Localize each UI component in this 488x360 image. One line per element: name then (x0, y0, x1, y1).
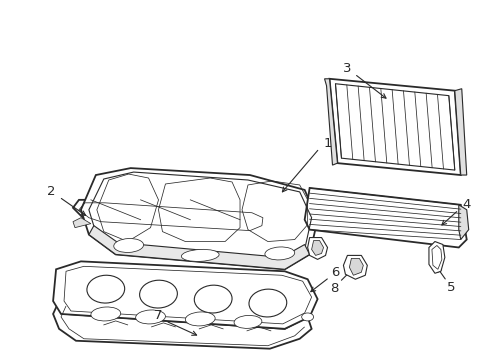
Ellipse shape (264, 247, 294, 260)
Polygon shape (53, 261, 317, 329)
Polygon shape (458, 205, 468, 239)
Text: 6: 6 (330, 266, 339, 279)
Polygon shape (73, 218, 91, 228)
Polygon shape (428, 242, 444, 273)
Polygon shape (311, 240, 323, 255)
Polygon shape (89, 226, 309, 269)
Ellipse shape (194, 285, 232, 313)
Polygon shape (343, 255, 366, 279)
Text: 8: 8 (329, 282, 338, 294)
Text: 3: 3 (343, 62, 351, 75)
Text: 1: 1 (323, 137, 331, 150)
Ellipse shape (140, 280, 177, 308)
Ellipse shape (185, 312, 215, 326)
Polygon shape (349, 258, 363, 275)
Polygon shape (307, 238, 327, 260)
Ellipse shape (114, 239, 143, 252)
Ellipse shape (135, 310, 165, 324)
Text: 2: 2 (47, 185, 55, 198)
Text: 5: 5 (446, 281, 454, 294)
Ellipse shape (181, 249, 219, 261)
Ellipse shape (91, 307, 121, 321)
Ellipse shape (234, 315, 262, 328)
Polygon shape (324, 79, 337, 165)
Polygon shape (304, 188, 466, 247)
Ellipse shape (87, 275, 124, 303)
Polygon shape (53, 301, 311, 349)
Text: 7: 7 (154, 310, 163, 323)
Polygon shape (73, 200, 269, 233)
Ellipse shape (301, 313, 313, 321)
Polygon shape (454, 89, 466, 175)
Ellipse shape (248, 289, 286, 317)
Text: 4: 4 (462, 198, 470, 211)
Polygon shape (329, 79, 460, 175)
Polygon shape (81, 168, 317, 269)
